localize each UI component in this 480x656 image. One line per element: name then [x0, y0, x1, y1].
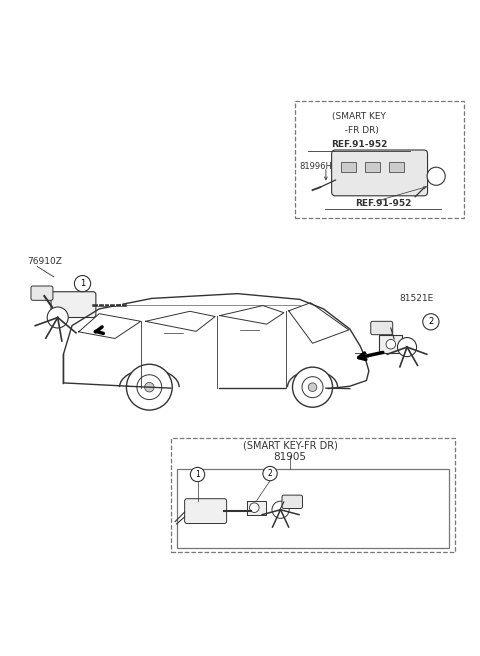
- Text: 76910Z: 76910Z: [28, 257, 62, 266]
- Bar: [177, 469, 449, 548]
- Text: 2: 2: [268, 469, 273, 478]
- Bar: [171, 438, 455, 552]
- FancyBboxPatch shape: [282, 495, 302, 508]
- Text: REF.91-952: REF.91-952: [355, 199, 411, 208]
- Text: 2: 2: [428, 318, 433, 326]
- Circle shape: [302, 377, 323, 398]
- FancyBboxPatch shape: [332, 150, 428, 195]
- Circle shape: [250, 503, 259, 512]
- FancyBboxPatch shape: [51, 292, 96, 318]
- Text: 81905: 81905: [274, 452, 307, 462]
- Circle shape: [191, 467, 204, 482]
- Text: 1: 1: [80, 279, 85, 288]
- Text: REF.91-952: REF.91-952: [331, 140, 387, 150]
- Text: (SMART KEY: (SMART KEY: [332, 112, 386, 121]
- Text: 1: 1: [195, 470, 200, 479]
- Circle shape: [427, 167, 445, 185]
- Circle shape: [144, 382, 154, 392]
- FancyBboxPatch shape: [31, 286, 53, 300]
- Circle shape: [423, 314, 439, 330]
- Bar: [379, 335, 402, 354]
- Text: 81996H: 81996H: [300, 162, 333, 171]
- Circle shape: [137, 375, 162, 400]
- Text: -FR DR): -FR DR): [339, 126, 379, 135]
- Circle shape: [272, 501, 289, 518]
- Circle shape: [126, 364, 172, 410]
- Text: 81521E: 81521E: [400, 294, 434, 302]
- Circle shape: [397, 338, 417, 357]
- Text: (SMART KEY-FR DR): (SMART KEY-FR DR): [242, 441, 337, 451]
- Circle shape: [47, 307, 68, 328]
- Circle shape: [263, 466, 277, 481]
- Circle shape: [386, 339, 396, 349]
- Bar: [247, 501, 266, 515]
- Bar: [389, 161, 404, 172]
- Circle shape: [74, 276, 91, 292]
- Circle shape: [308, 383, 317, 392]
- Bar: [341, 161, 357, 172]
- Bar: [295, 101, 464, 218]
- FancyBboxPatch shape: [185, 499, 227, 523]
- Bar: [365, 161, 380, 172]
- Circle shape: [292, 367, 333, 407]
- FancyBboxPatch shape: [371, 321, 393, 335]
